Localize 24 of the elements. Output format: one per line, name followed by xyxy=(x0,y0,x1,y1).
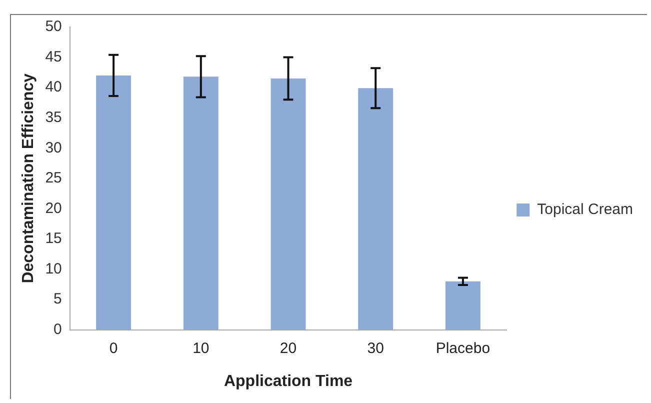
x-tick-label: 10 xyxy=(192,340,210,357)
y-tick-label: 15 xyxy=(45,230,62,248)
y-tick-label: 35 xyxy=(45,108,62,126)
y-tick-label: 25 xyxy=(45,170,62,187)
y-tick-label: 0 xyxy=(54,320,62,338)
y-tick-label: 50 xyxy=(45,18,62,36)
y-tick-label: 30 xyxy=(45,139,62,156)
x-tick-label: 0 xyxy=(109,340,118,357)
legend-label: Topical Cream xyxy=(537,201,634,218)
bar xyxy=(445,281,480,330)
y-axis-title: Decontamination Efficiency xyxy=(20,73,38,284)
bar xyxy=(183,76,218,330)
x-axis-title: Application Time xyxy=(224,372,353,390)
y-tick-label: 10 xyxy=(45,260,62,278)
x-tick-label: Placebo xyxy=(436,340,490,357)
bar xyxy=(270,78,306,330)
x-tick-label: 20 xyxy=(280,340,297,357)
y-tick-label: 40 xyxy=(45,78,62,96)
y-tick-label: 20 xyxy=(45,200,62,217)
y-tick-label: 45 xyxy=(45,48,62,66)
y-tick-label: 5 xyxy=(54,290,62,308)
x-tick-label: 30 xyxy=(367,340,384,357)
bar xyxy=(96,75,132,330)
bar xyxy=(358,88,394,330)
